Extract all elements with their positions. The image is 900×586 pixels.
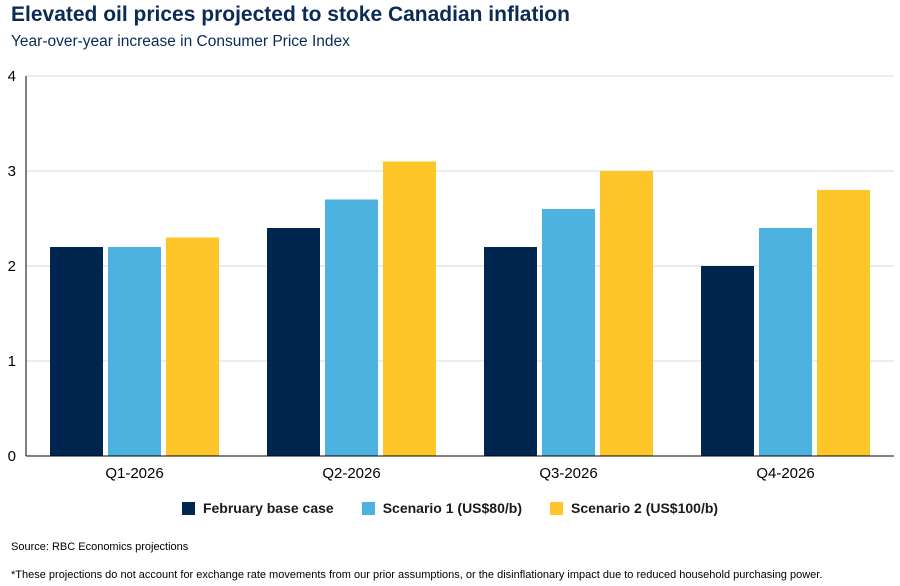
- tick-labels: 0 1 2 3 4 Q1-2026 Q2-2026 Q3-2026 Q4-2026: [8, 68, 815, 482]
- chart-subtitle: Year-over-year increase in Consumer Pric…: [11, 33, 350, 50]
- bar: [701, 266, 754, 456]
- y-tick-label: 3: [8, 163, 16, 180]
- legend-label: Scenario 1 (US$80/b): [382, 500, 522, 516]
- y-tick-label: 4: [8, 68, 16, 85]
- x-tick-label: Q2-2026: [322, 465, 380, 482]
- legend-label: February base case: [202, 500, 334, 516]
- legend-swatch: [549, 501, 563, 515]
- chart-legend: February base case Scenario 1 (US$80/b) Sc…: [0, 500, 900, 516]
- y-tick-label: 0: [8, 448, 16, 465]
- bar: [50, 247, 103, 456]
- legend-swatch: [181, 501, 195, 515]
- axes: [25, 76, 894, 457]
- bar: [267, 228, 320, 456]
- footnote: *These projections do not account for ex…: [11, 569, 823, 581]
- legend-swatch: [361, 501, 375, 515]
- bar: [108, 247, 161, 456]
- legend-item: Scenario 1 (US$80/b): [361, 500, 522, 516]
- bar: [600, 171, 653, 456]
- x-tick-label: Q4-2026: [756, 465, 814, 482]
- bar: [759, 228, 812, 456]
- bar: [817, 190, 870, 456]
- legend-item: February base case: [181, 500, 334, 516]
- bars: [50, 161, 870, 456]
- x-tick-label: Q3-2026: [539, 465, 597, 482]
- bar: [542, 209, 595, 456]
- chart-title: Elevated oil prices projected to stoke C…: [11, 3, 570, 26]
- bar: [325, 199, 378, 456]
- y-tick-label: 2: [8, 258, 16, 275]
- bar: [484, 247, 537, 456]
- x-tick-label: Q1-2026: [105, 465, 163, 482]
- y-tick-label: 1: [8, 353, 16, 370]
- bar-chart: 0 1 2 3 4 Q1-2026 Q2-2026 Q3-2026 Q4-2026: [8, 68, 894, 482]
- bar: [383, 161, 436, 456]
- source-note: Source: RBC Economics projections: [11, 541, 189, 553]
- bar: [166, 237, 219, 456]
- legend-label: Scenario 2 (US$100/b): [570, 500, 719, 516]
- legend-item: Scenario 2 (US$100/b): [549, 500, 719, 516]
